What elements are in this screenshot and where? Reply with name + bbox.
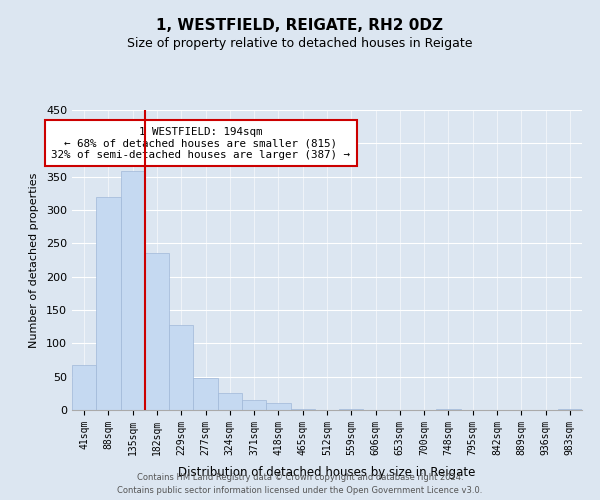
Bar (339, 408, 364, 410)
Bar (218, 394, 242, 410)
X-axis label: Distribution of detached houses by size in Reigate: Distribution of detached houses by size … (178, 466, 476, 479)
Text: 1 WESTFIELD: 194sqm
← 68% of detached houses are smaller (815)
32% of semi-detac: 1 WESTFIELD: 194sqm ← 68% of detached ho… (51, 126, 350, 160)
Bar (72, 364, 96, 410)
Y-axis label: Number of detached properties: Number of detached properties (29, 172, 39, 348)
Bar (266, 404, 290, 410)
Bar (290, 408, 315, 410)
Bar (121, 172, 145, 410)
Bar (242, 400, 266, 410)
Text: 1, WESTFIELD, REIGATE, RH2 0DZ: 1, WESTFIELD, REIGATE, RH2 0DZ (157, 18, 443, 32)
Text: Contains HM Land Registry data © Crown copyright and database right 2024.: Contains HM Land Registry data © Crown c… (137, 474, 463, 482)
Text: Size of property relative to detached houses in Reigate: Size of property relative to detached ho… (127, 38, 473, 51)
Bar (96, 196, 121, 410)
Bar (145, 254, 169, 410)
Text: Contains public sector information licensed under the Open Government Licence v3: Contains public sector information licen… (118, 486, 482, 495)
Bar (193, 378, 218, 410)
Bar (169, 326, 193, 410)
